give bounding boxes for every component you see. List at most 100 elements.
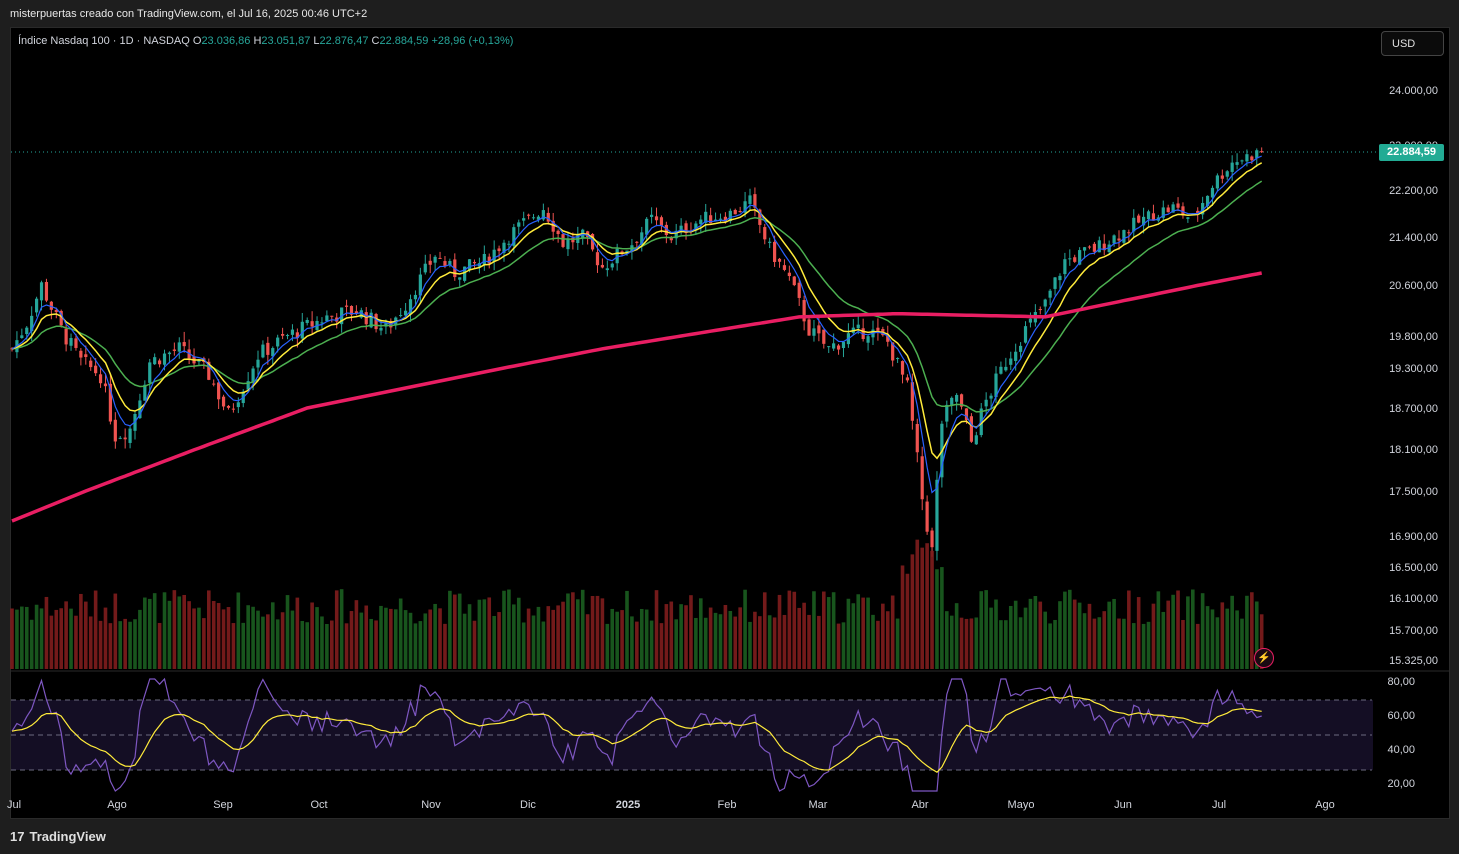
volume-bar (270, 602, 275, 669)
candle-body (344, 305, 349, 307)
candle-body (694, 223, 698, 231)
volume-bar (964, 618, 969, 669)
volume-bar (792, 591, 797, 669)
candle-body (94, 365, 98, 374)
volume-bar (1131, 623, 1136, 669)
candle-body (1210, 187, 1215, 198)
volume-bar (974, 617, 979, 669)
candle-body (1260, 151, 1264, 153)
volume-bar (866, 597, 870, 669)
candle-body (482, 253, 486, 265)
volume-bar (502, 590, 506, 669)
volume-bar (108, 623, 113, 669)
candle-body (30, 315, 34, 332)
volume-bar (349, 611, 354, 669)
volume-bar (241, 622, 246, 669)
candle-body (945, 404, 949, 422)
volume-bar (871, 614, 875, 669)
candle-body (443, 261, 447, 266)
candle-body (590, 234, 595, 250)
candle-body (674, 230, 678, 239)
volume-bar (861, 597, 865, 669)
volume-bar (802, 602, 806, 669)
candle-body (531, 217, 536, 219)
candle-body (118, 437, 122, 439)
volume-bar (625, 590, 629, 669)
volume-bar (1117, 618, 1121, 669)
price-tick-label: 17.500,00 (1389, 486, 1438, 498)
currency-button[interactable]: USD (1381, 31, 1444, 56)
volume-bar (428, 609, 432, 669)
candle-body (512, 227, 516, 246)
volume-bar (1092, 618, 1097, 669)
candle-body (1186, 217, 1190, 219)
volume-bar (571, 592, 575, 669)
volume-bar (113, 593, 118, 669)
volume-bar (192, 608, 196, 669)
volume-bar (379, 605, 383, 669)
volume-bar (507, 589, 511, 669)
volume-bar (182, 594, 186, 669)
volume-bar (453, 594, 457, 669)
candle-body (615, 248, 619, 264)
candle-body (556, 230, 560, 235)
volume-bar (133, 619, 137, 669)
candle-body (1146, 211, 1151, 220)
chart-frame[interactable] (10, 27, 1450, 819)
volume-bar (728, 610, 733, 669)
candle-body (1166, 207, 1170, 213)
volume-bar (900, 565, 905, 669)
candle-body (935, 479, 939, 551)
volume-bar (910, 554, 915, 669)
rsi-line (11, 677, 1262, 792)
rsi-tick-label: 40,00 (1387, 744, 1415, 756)
volume-bar (369, 618, 373, 669)
volume-bar (325, 623, 329, 669)
candle-body (325, 315, 329, 322)
candle-body (994, 373, 998, 398)
candle-body (753, 194, 757, 208)
volume-bar (600, 598, 605, 669)
volume-bar (920, 547, 924, 669)
candle-body (1245, 154, 1249, 162)
time-tick-label: Sep (213, 799, 233, 811)
volume-bar (462, 613, 467, 669)
volume-bar (1176, 590, 1180, 669)
time-tick-label: Ago (1315, 799, 1335, 811)
candle-body (999, 366, 1003, 374)
price-tick-label: 18.100,00 (1389, 444, 1438, 456)
volume-bar (226, 607, 231, 669)
volume-bar (1240, 618, 1244, 669)
candle-body (217, 382, 221, 400)
volume-bar (492, 615, 496, 669)
volume-bar (949, 615, 954, 669)
volume-bar (669, 601, 674, 669)
candle-body (517, 222, 521, 227)
volume-bar (280, 612, 285, 669)
volume-bar (699, 598, 703, 669)
lightning-alert-icon[interactable]: ⚡ (1254, 648, 1274, 668)
footer-branding[interactable]: 17 TradingView (10, 827, 106, 845)
volume-bar (88, 616, 93, 669)
volume-bar (423, 613, 428, 669)
candle-body (123, 437, 127, 440)
volume-bar (610, 608, 615, 669)
volume-bar (846, 598, 851, 669)
candle-body (1102, 243, 1106, 251)
time-tick-label: Feb (718, 799, 737, 811)
volume-bar (246, 605, 250, 669)
open-label: O (192, 35, 202, 47)
volume-bar (1058, 601, 1062, 669)
volume-bar (639, 608, 644, 669)
volume-bar (644, 609, 649, 669)
volume-bar (315, 607, 319, 669)
candle-body (915, 424, 919, 453)
candle-body (89, 360, 93, 368)
volume-bar (1225, 608, 1230, 669)
price-tick-label: 16.900,00 (1389, 531, 1438, 543)
candle-body (285, 335, 290, 337)
volume-bar (457, 593, 462, 669)
candle-body (522, 218, 526, 221)
time-tick-label: Jul (7, 799, 21, 811)
